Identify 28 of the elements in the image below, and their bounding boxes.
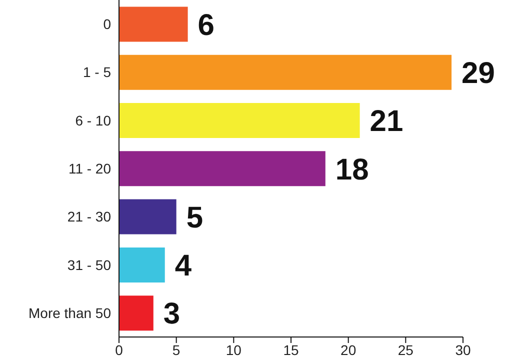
data-label: 21 xyxy=(370,105,404,138)
bar xyxy=(119,296,154,331)
x-tick-label: 5 xyxy=(172,342,180,358)
y-tick-label: 0 xyxy=(103,16,112,32)
y-tick-label: 6 - 10 xyxy=(75,112,112,128)
data-label: 6 xyxy=(198,8,214,42)
y-tick-label: 11 - 20 xyxy=(68,160,112,176)
x-tick-label: 20 xyxy=(340,342,356,358)
bar xyxy=(119,103,360,138)
bar xyxy=(119,247,165,282)
bar xyxy=(119,54,452,90)
x-tick-label: 25 xyxy=(398,342,414,358)
data-label: 3 xyxy=(163,298,180,331)
data-label: 18 xyxy=(335,153,369,186)
x-tick-label: 0 xyxy=(115,342,124,358)
data-label: 29 xyxy=(462,57,495,90)
y-tick-label: More than 50 xyxy=(28,304,112,321)
bar xyxy=(119,199,176,234)
x-tick-label: 30 xyxy=(455,342,471,358)
data-label: 4 xyxy=(174,250,192,283)
x-tick-label: 15 xyxy=(283,342,299,358)
data-label: 5 xyxy=(186,201,204,234)
y-tick-label: 1 - 5 xyxy=(82,64,112,80)
y-tick-label: 31 - 50 xyxy=(67,256,112,273)
bar xyxy=(119,6,188,42)
bar xyxy=(119,151,326,186)
x-tick-label: 10 xyxy=(226,342,242,358)
y-tick-label: 21 - 30 xyxy=(67,208,112,225)
